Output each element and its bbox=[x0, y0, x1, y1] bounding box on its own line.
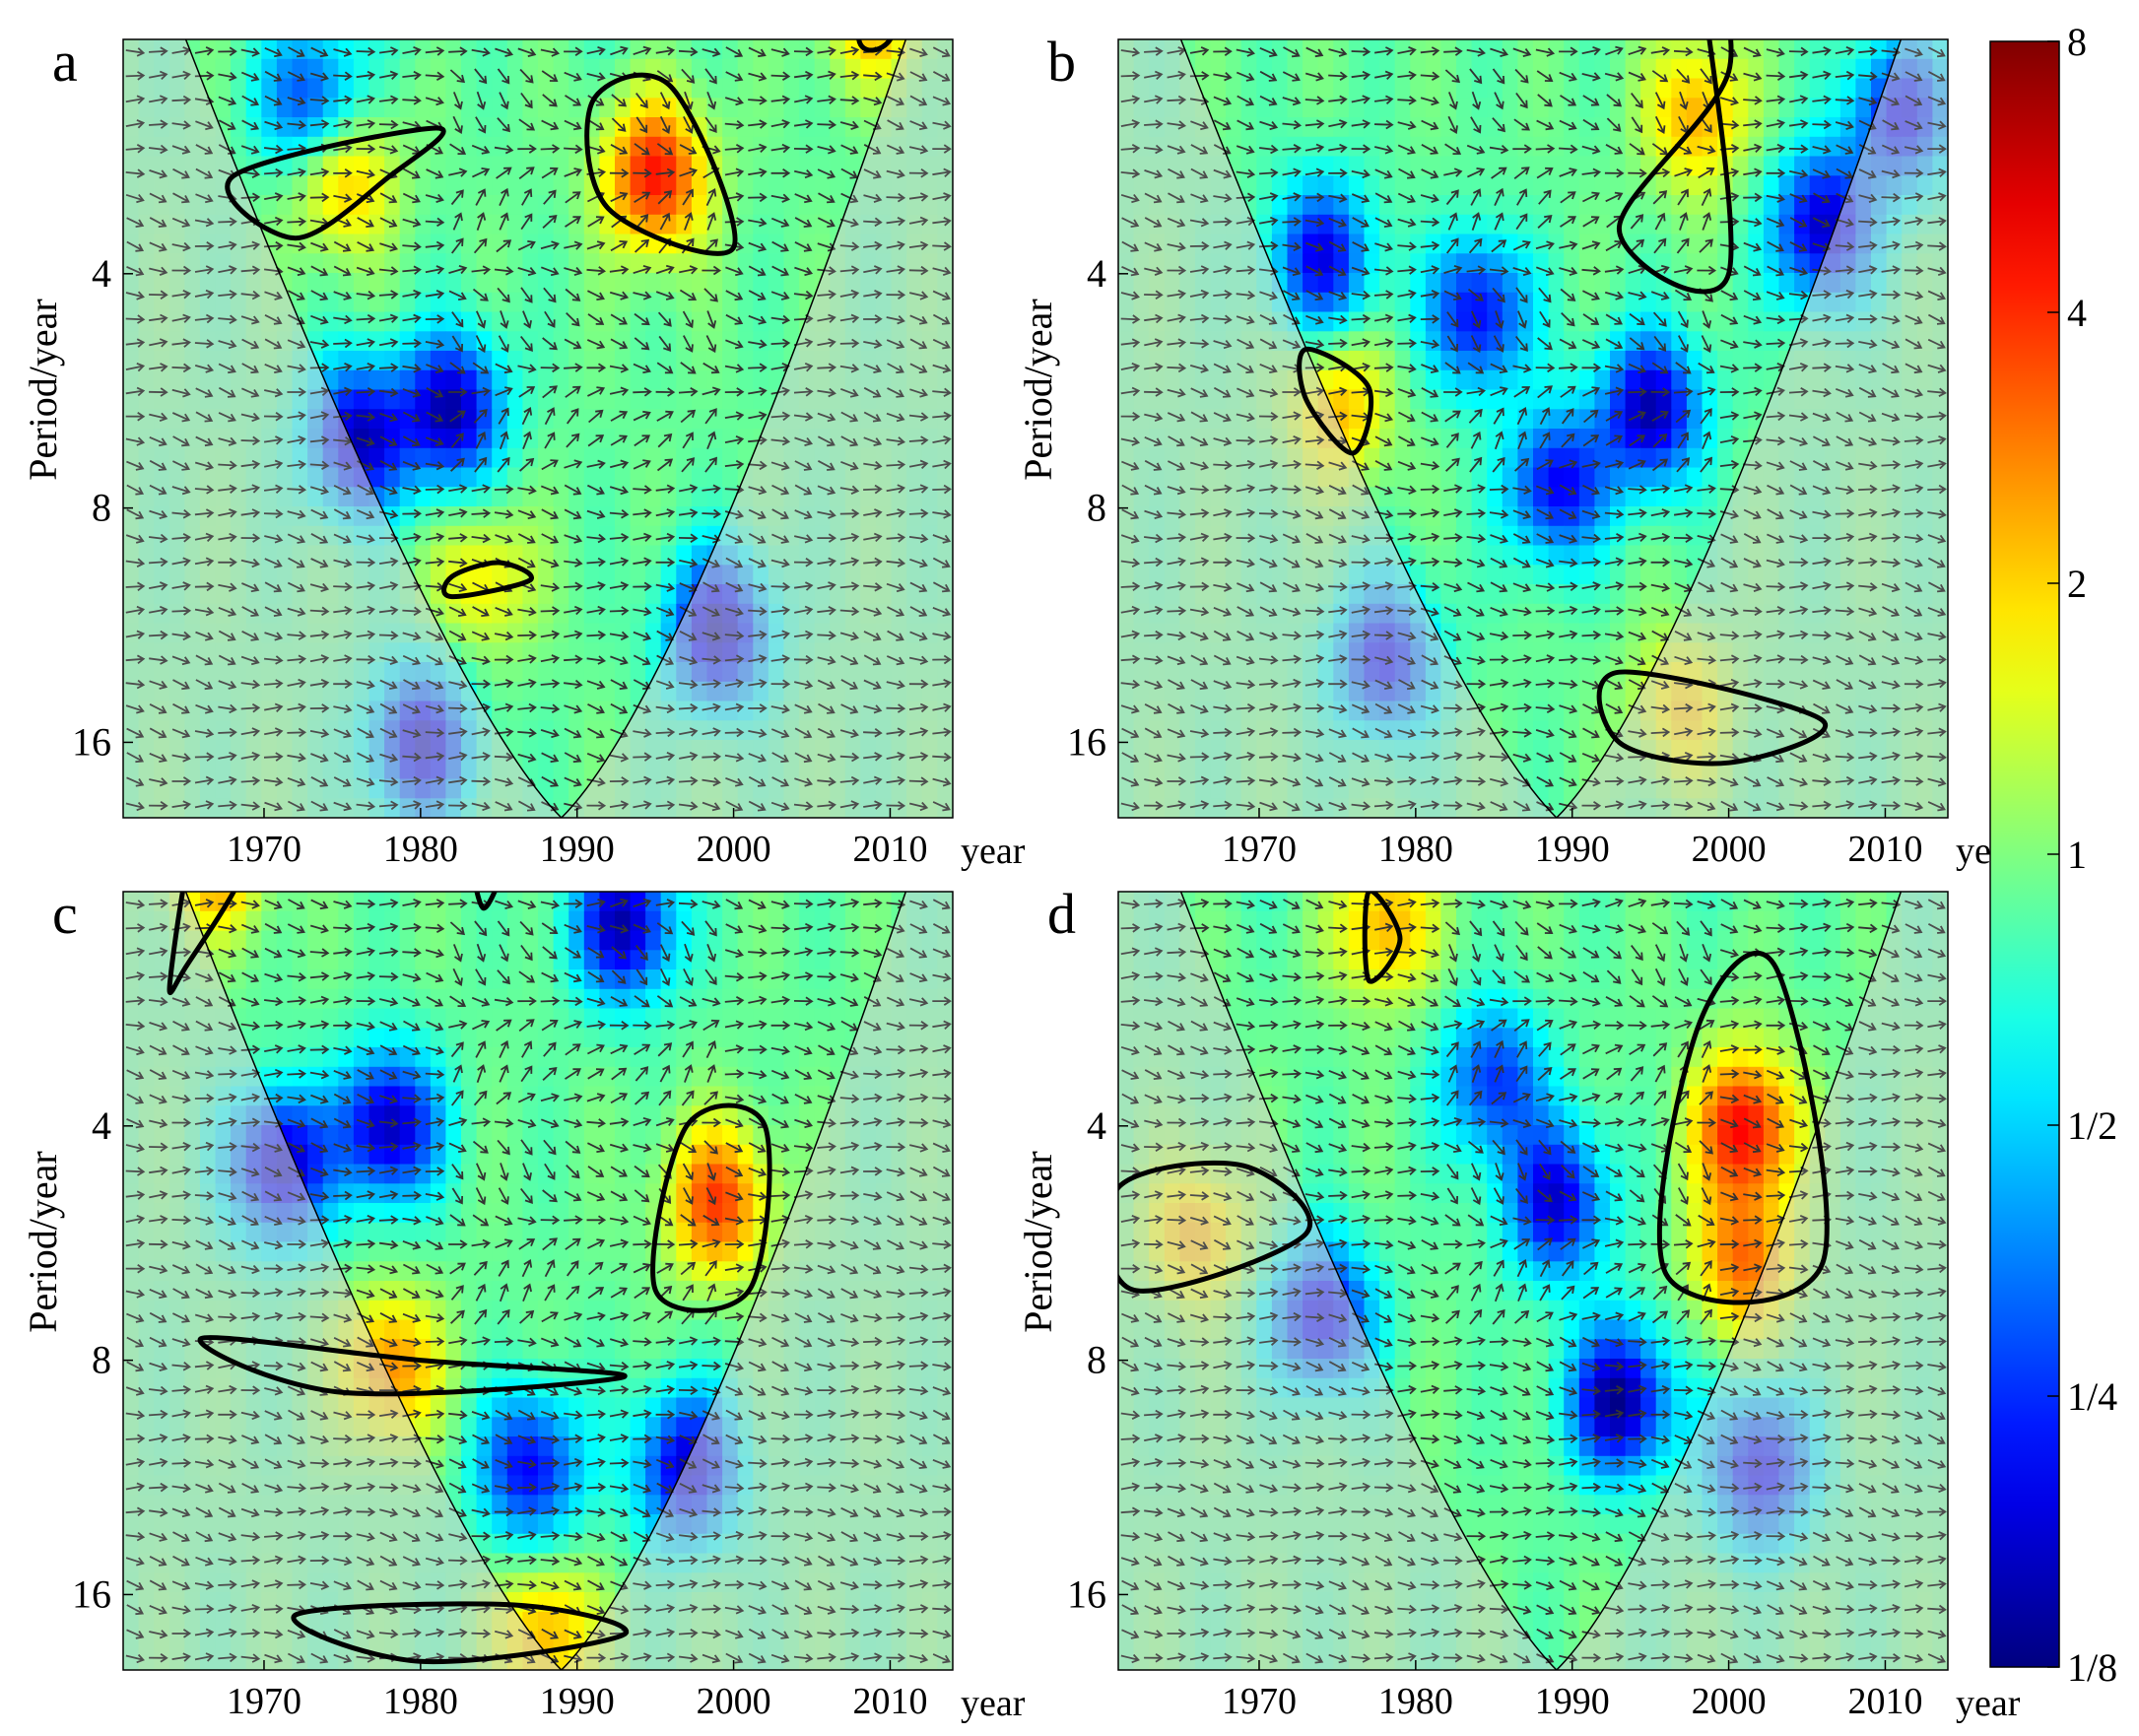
x-tick-label: 1980 bbox=[1378, 1681, 1453, 1722]
significance-contour bbox=[1362, 892, 1403, 984]
y-tick-label: 16 bbox=[1067, 719, 1106, 764]
x-tick-label: 1990 bbox=[1535, 1681, 1610, 1722]
y-axis-label: Period/year bbox=[21, 299, 65, 480]
y-axis-label: Period/year bbox=[21, 1151, 65, 1332]
significance-contour bbox=[1616, 39, 1734, 295]
y-tick-label: 4 bbox=[92, 251, 111, 296]
colorbar-tick-label: 1 bbox=[2067, 833, 2087, 877]
x-tick-label: 1990 bbox=[1535, 829, 1610, 870]
y-tick-label: 8 bbox=[1087, 1338, 1106, 1382]
colorbar-tick-label: 4 bbox=[2067, 291, 2087, 335]
y-tick-label: 8 bbox=[92, 486, 111, 530]
x-tick-label: 2000 bbox=[697, 1681, 771, 1722]
y-tick-label: 16 bbox=[72, 1571, 111, 1616]
significance-contours bbox=[1297, 39, 1829, 767]
significance-contour bbox=[584, 72, 738, 256]
x-tick-label: 1970 bbox=[227, 1681, 301, 1722]
x-tick-label: 1970 bbox=[227, 829, 301, 870]
x-tick-label: 2010 bbox=[1847, 829, 1922, 870]
cone-of-influence bbox=[1179, 39, 1903, 818]
coi-shade bbox=[123, 39, 953, 818]
x-tick-label: 1980 bbox=[383, 1681, 458, 1722]
y-tick-label: 4 bbox=[1087, 251, 1106, 296]
panel-c: 1970 1980 1990 2000 2010 year 4 8 16 Period/year c bbox=[21, 882, 1026, 1724]
significance-contour bbox=[197, 1335, 628, 1397]
colorbar-tick-label: 1/2 bbox=[2067, 1103, 2117, 1148]
x-tick-label: 1970 bbox=[1222, 829, 1297, 870]
panel-label: c bbox=[52, 882, 78, 946]
colorbar-tick-label: 8 bbox=[2067, 20, 2087, 64]
y-tick-label: 8 bbox=[92, 1338, 111, 1382]
x-tick-label: 2010 bbox=[852, 1681, 927, 1722]
plot-frame bbox=[122, 38, 954, 819]
phase-arrows bbox=[125, 898, 952, 1664]
panel-label: a bbox=[52, 30, 78, 94]
x-tick-label: 2000 bbox=[697, 829, 771, 870]
panel-label: b bbox=[1047, 30, 1076, 94]
y-axis-label: Period/year bbox=[1016, 1151, 1060, 1332]
coi-shade bbox=[123, 892, 953, 1670]
x-axis-label: year bbox=[1956, 1683, 2021, 1724]
y-tick-label: 16 bbox=[1067, 1571, 1106, 1616]
plot-frame bbox=[1117, 891, 1949, 1671]
colorbar-tick-label: 1/4 bbox=[2067, 1374, 2117, 1419]
x-tick-label: 2000 bbox=[1692, 829, 1767, 870]
x-tick-label: 2010 bbox=[1847, 1681, 1922, 1722]
significance-contours bbox=[167, 892, 772, 1665]
panel-a: 1970 1980 1990 2000 2010 year 4 8 16 Period/year a bbox=[21, 30, 1026, 872]
colorbar: 8 4 2 1 1/2 1/4 1/8 bbox=[1989, 20, 2117, 1690]
significance-contours bbox=[1118, 892, 1830, 1305]
significance-contour bbox=[1656, 950, 1830, 1305]
y-tick-label: 8 bbox=[1087, 486, 1106, 530]
significance-contour bbox=[1596, 669, 1829, 767]
significance-contour bbox=[441, 560, 535, 600]
panel-d: 1970 1980 1990 2000 2010 year 4 8 16 Period/year d bbox=[1016, 882, 2021, 1724]
coi-shade bbox=[1118, 39, 1948, 818]
heatmap-cells bbox=[1118, 39, 1948, 818]
cone-of-influence bbox=[184, 39, 907, 818]
significance-contour bbox=[167, 892, 237, 996]
significance-contour bbox=[291, 1601, 630, 1665]
x-tick-label: 1980 bbox=[1378, 829, 1453, 870]
significance-contour bbox=[225, 125, 446, 241]
plot-frame bbox=[1117, 38, 1949, 819]
cone-of-influence bbox=[184, 892, 907, 1670]
significance-contour bbox=[650, 1102, 772, 1313]
phase-arrows bbox=[1120, 898, 1947, 1664]
x-axis-label: year bbox=[961, 1683, 1026, 1724]
x-tick-label: 1990 bbox=[540, 1681, 615, 1722]
x-axis-label: year bbox=[961, 831, 1026, 872]
phase-arrows bbox=[1120, 45, 1947, 812]
panel-label: d bbox=[1047, 882, 1076, 946]
y-tick-label: 4 bbox=[92, 1103, 111, 1148]
phase-arrows bbox=[125, 45, 952, 812]
y-axis-label: Period/year bbox=[1016, 299, 1060, 480]
significance-contour bbox=[1118, 1160, 1313, 1294]
x-tick-label: 1990 bbox=[540, 829, 615, 870]
y-tick-label: 4 bbox=[1087, 1103, 1106, 1148]
significance-contour bbox=[1297, 346, 1374, 456]
colorbar-tick-label: 2 bbox=[2067, 562, 2087, 606]
colorbar-tick-label: 1/8 bbox=[2067, 1645, 2117, 1690]
x-tick-label: 1970 bbox=[1222, 1681, 1297, 1722]
x-tick-label: 1980 bbox=[383, 829, 458, 870]
plot-frame bbox=[122, 891, 954, 1671]
cone-of-influence bbox=[1179, 892, 1903, 1670]
y-tick-label: 16 bbox=[72, 719, 111, 764]
x-tick-label: 2000 bbox=[1692, 1681, 1767, 1722]
x-tick-label: 2010 bbox=[852, 829, 927, 870]
